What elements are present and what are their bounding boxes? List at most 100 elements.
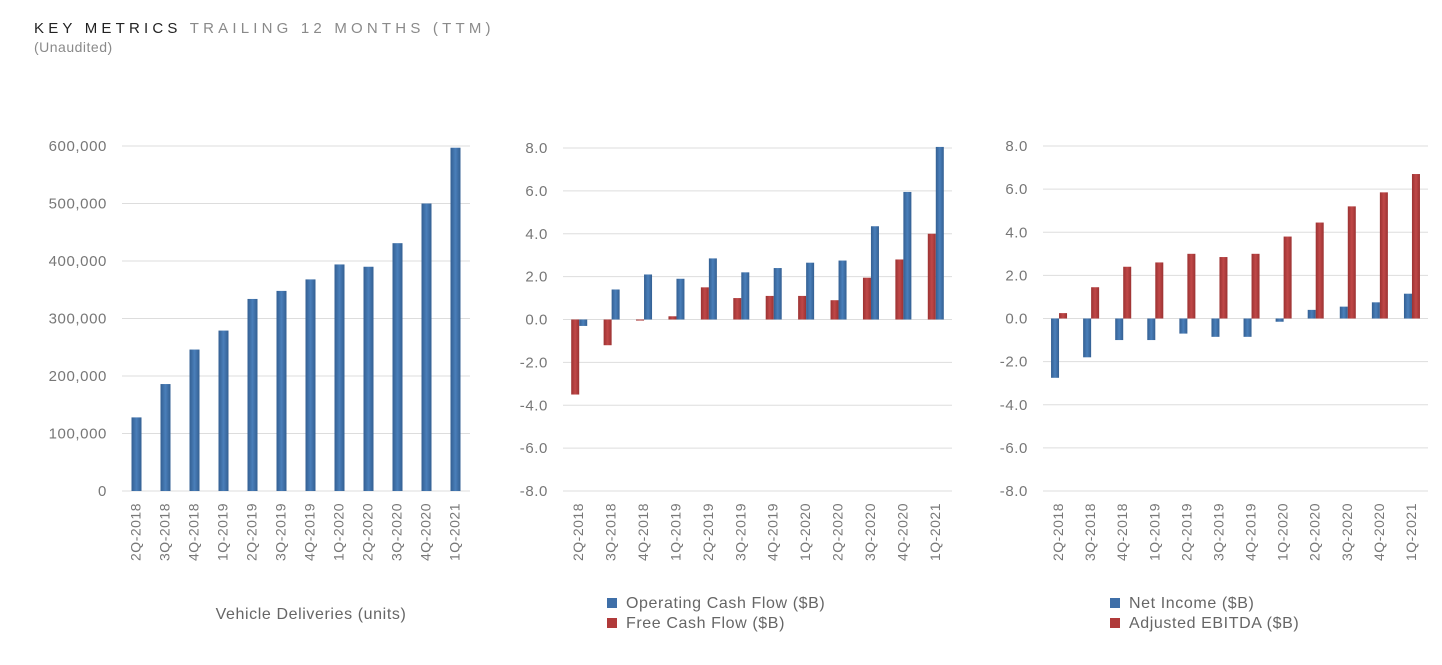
- x-tick-label: 4Q-2020: [418, 503, 434, 561]
- bar: [1403, 293, 1412, 319]
- x-axis-title: Vehicle Deliveries (units): [216, 606, 407, 623]
- y-tick-label: 600,000: [49, 138, 107, 155]
- page-title: KEY METRICS TRAILING 12 MONTHS (TTM): [34, 20, 495, 37]
- bar: [305, 279, 316, 491]
- legend-label: Operating Cash Flow ($B): [626, 595, 825, 612]
- x-tick-label: 2Q-2019: [1178, 503, 1194, 561]
- legend-label: Free Cash Flow ($B): [626, 615, 785, 632]
- bar: [392, 243, 403, 491]
- bar: [1251, 253, 1260, 319]
- bar: [450, 147, 461, 491]
- legend-label: Adjusted EBITDA ($B): [1129, 615, 1299, 632]
- y-tick-label: -6.0: [1000, 440, 1028, 457]
- bar: [1243, 318, 1252, 337]
- legend-label: Net Income ($B): [1129, 595, 1254, 612]
- x-tick-label: 4Q-2020: [894, 503, 910, 561]
- bar: [1155, 262, 1164, 319]
- bar: [668, 316, 677, 320]
- bar: [806, 262, 815, 320]
- bar: [1115, 318, 1124, 341]
- x-tick-label: 4Q-2019: [302, 503, 318, 561]
- bar: [160, 384, 171, 491]
- x-tick-label: 4Q-2020: [1371, 503, 1387, 561]
- bar: [838, 260, 847, 320]
- bar: [421, 203, 432, 491]
- bar: [927, 233, 936, 320]
- bar: [1411, 174, 1420, 319]
- bar: [862, 277, 871, 320]
- x-tick-label: 1Q-2020: [331, 503, 347, 561]
- bar: [676, 278, 685, 320]
- x-tick-label: 3Q-2019: [732, 503, 748, 561]
- bar: [1187, 253, 1196, 319]
- y-tick-label: 6.0: [1005, 181, 1028, 198]
- y-tick-label: -2.0: [1000, 354, 1028, 371]
- bar: [741, 272, 750, 320]
- bar: [644, 274, 653, 320]
- legend-swatch: [607, 598, 617, 608]
- y-tick-label: 4.0: [525, 226, 548, 243]
- x-tick-label: 3Q-2018: [157, 503, 173, 561]
- bar: [935, 146, 944, 320]
- bar: [708, 258, 717, 320]
- y-tick-label: -4.0: [520, 397, 548, 414]
- bar: [1211, 318, 1220, 337]
- bar: [1371, 302, 1380, 319]
- x-tick-label: 2Q-2020: [1307, 503, 1323, 561]
- bar: [733, 298, 742, 320]
- bar: [830, 300, 839, 320]
- bar: [571, 319, 580, 395]
- bar: [1059, 313, 1068, 319]
- bar: [903, 191, 912, 320]
- title-main: KEY METRICS: [34, 20, 182, 37]
- x-tick-label: 3Q-2019: [1210, 503, 1226, 561]
- y-tick-label: -4.0: [1000, 397, 1028, 414]
- x-tick-label: 2Q-2018: [1050, 503, 1066, 561]
- legend-swatch: [1110, 598, 1120, 608]
- header: KEY METRICS TRAILING 12 MONTHS (TTM) (Un…: [34, 20, 495, 55]
- legend-swatch: [1110, 618, 1120, 628]
- bar: [1315, 222, 1324, 319]
- bar: [1307, 309, 1316, 319]
- bar: [611, 289, 620, 320]
- x-tick-label: 2Q-2018: [128, 503, 144, 561]
- bar: [1123, 266, 1132, 319]
- x-tick-label: 1Q-2019: [215, 503, 231, 561]
- y-tick-label: 6.0: [525, 183, 548, 200]
- bar: [1347, 206, 1356, 319]
- x-tick-label: 3Q-2018: [1082, 503, 1098, 561]
- x-tick-label: 1Q-2021: [1403, 503, 1419, 561]
- x-tick-label: 4Q-2019: [1243, 503, 1259, 561]
- x-tick-label: 3Q-2018: [603, 503, 619, 561]
- x-tick-label: 2Q-2018: [570, 503, 586, 561]
- x-tick-label: 4Q-2018: [186, 503, 202, 561]
- y-tick-label: 100,000: [49, 426, 107, 443]
- title-suffix: TRAILING 12 MONTHS (TTM): [189, 20, 495, 37]
- x-tick-label: 4Q-2019: [765, 503, 781, 561]
- x-tick-label: 1Q-2021: [447, 503, 463, 561]
- y-tick-label: -2.0: [520, 354, 548, 371]
- y-tick-label: 2.0: [1005, 267, 1028, 284]
- bar: [773, 268, 782, 320]
- bar: [1219, 257, 1228, 319]
- y-tick-label: 8.0: [1005, 138, 1028, 155]
- x-tick-label: 3Q-2020: [862, 503, 878, 561]
- bar: [700, 287, 709, 320]
- y-tick-label: 0: [98, 483, 107, 500]
- bar: [895, 259, 904, 320]
- bar: [1275, 318, 1284, 322]
- y-tick-label: -8.0: [1000, 483, 1028, 500]
- bar: [247, 298, 258, 491]
- x-tick-label: 1Q-2021: [927, 503, 943, 561]
- bar: [334, 264, 345, 491]
- bar: [363, 266, 374, 491]
- x-tick-label: 1Q-2020: [1275, 503, 1291, 561]
- y-tick-label: 0.0: [1005, 311, 1028, 328]
- bar: [1283, 236, 1292, 319]
- bar: [131, 417, 142, 491]
- bar: [1091, 287, 1100, 319]
- y-tick-label: 400,000: [49, 253, 107, 270]
- bar: [798, 295, 807, 320]
